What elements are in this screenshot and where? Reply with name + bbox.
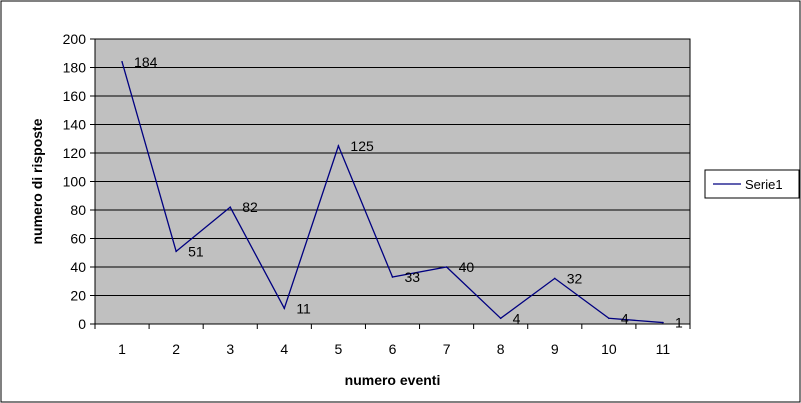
- data-labels: 184 51 82 11 125 33 40 4 32 4 1: [134, 54, 683, 331]
- data-point: [121, 61, 123, 63]
- data-label: 1: [675, 315, 683, 331]
- series-group: [121, 61, 664, 324]
- legend-label-serie1: Serie1: [745, 177, 783, 192]
- x-tick-label: 3: [226, 341, 234, 357]
- x-tick-label: 10: [601, 341, 617, 357]
- legend: Serie1: [704, 169, 800, 199]
- y-tick-label: 140: [63, 117, 87, 133]
- data-point: [608, 317, 610, 320]
- y-tick-label: 200: [63, 31, 87, 47]
- x-tick-label: 2: [172, 341, 180, 357]
- x-tick-label: 8: [497, 341, 505, 357]
- data-label: 51: [188, 243, 204, 259]
- y-tick-label: 0: [78, 316, 86, 332]
- data-label: 4: [621, 310, 629, 326]
- data-label: 40: [459, 259, 475, 275]
- y-tick-label: 20: [70, 288, 86, 304]
- x-tick-label: 5: [335, 341, 343, 357]
- x-tick-label: 11: [656, 341, 671, 357]
- gridlines: [95, 38, 690, 325]
- data-point: [229, 206, 232, 208]
- data-point: [445, 266, 448, 268]
- data-label: 4: [513, 310, 521, 326]
- data-point: [337, 145, 340, 147]
- data-label: 11: [296, 300, 311, 316]
- y-tick-label: 60: [70, 231, 86, 247]
- y-tick-label: 40: [70, 259, 86, 275]
- x-tick-label: 1: [118, 341, 126, 357]
- y-tick-label: 160: [63, 88, 87, 104]
- x-axis-ticks: 1 2 3 4 5 6 7 8 9 10 11: [94, 324, 691, 357]
- data-point: [391, 276, 394, 278]
- x-tick-label: 6: [389, 341, 397, 357]
- y-tick-label: 100: [63, 174, 87, 190]
- data-point: [553, 277, 556, 280]
- x-tick-label: 9: [551, 341, 559, 357]
- data-label: 32: [567, 270, 583, 286]
- data-label: 33: [405, 269, 421, 285]
- x-tick-label: 7: [443, 341, 451, 357]
- y-tick-label: 120: [63, 145, 87, 161]
- data-label: 184: [134, 54, 158, 70]
- y-axis-title: numero di risposte: [29, 118, 45, 244]
- data-label: 125: [350, 138, 374, 154]
- y-tick-label: 180: [63, 60, 87, 76]
- y-tick-label: 80: [70, 202, 86, 218]
- x-tick-label: 4: [280, 341, 288, 357]
- data-point: [175, 250, 177, 253]
- data-point: [662, 321, 664, 324]
- y-axis-ticks: 0 20 40 60 80 100 120 140 160 180 200: [63, 31, 95, 332]
- x-axis-title: numero eventi: [345, 372, 441, 388]
- data-point: [499, 317, 502, 320]
- data-label: 82: [242, 199, 258, 215]
- data-point: [283, 307, 286, 310]
